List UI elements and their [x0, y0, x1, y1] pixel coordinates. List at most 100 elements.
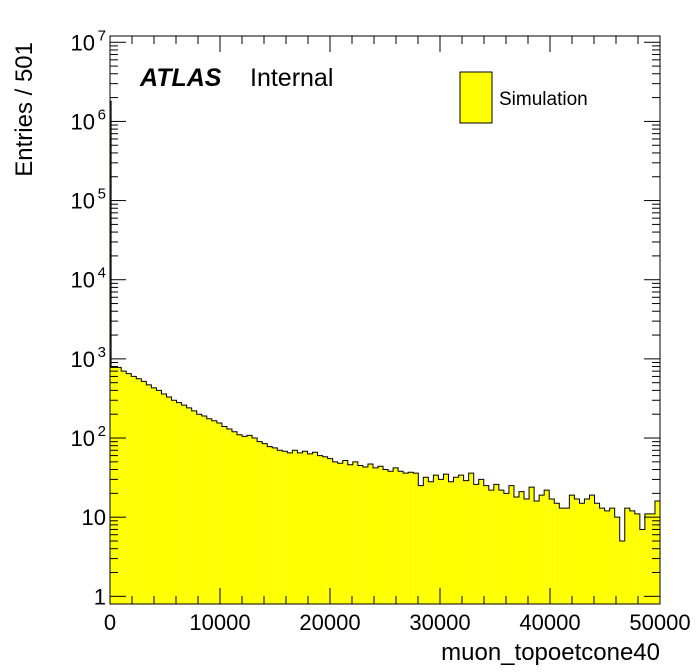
histogram-bin: [111, 367, 117, 604]
histogram-bin: [242, 436, 248, 604]
histogram-bin: [206, 418, 212, 604]
histogram-bin: [463, 480, 469, 604]
histogram-bin: [413, 473, 419, 604]
legend-swatch-simulation: [459, 71, 493, 124]
y-tick-exponent: 4: [98, 265, 106, 282]
histogram-bin: [493, 484, 499, 604]
histogram-bin: [513, 496, 519, 604]
histogram-bin: [367, 463, 373, 604]
histogram-bin: [473, 484, 479, 604]
histogram-bin: [156, 390, 162, 604]
x-tick-label: 10000: [189, 610, 250, 635]
x-axis-ticks: [109, 36, 661, 604]
histogram-bin: [141, 381, 147, 604]
histogram-bin: [584, 498, 590, 604]
histogram-bin: [181, 405, 187, 604]
histogram-bin: [252, 438, 258, 604]
histogram-bin: [116, 367, 122, 604]
histogram-bin: [191, 410, 197, 604]
histogram-bin: [508, 485, 514, 604]
histogram-bin: [357, 465, 363, 604]
histogram-bin: [201, 415, 207, 604]
histogram-outline: [109, 100, 661, 604]
histogram-bin: [186, 407, 192, 604]
histogram-bin: [604, 510, 610, 604]
y-tick-label: 10: [82, 505, 106, 530]
histogram-bin: [629, 510, 635, 604]
histogram-bin: [488, 490, 494, 604]
y-tick-exponent: 6: [98, 106, 106, 123]
histogram-bin: [393, 467, 399, 604]
histogram-bin: [398, 471, 404, 604]
histogram-bin: [609, 508, 615, 604]
histogram-bin: [322, 456, 328, 604]
x-tick-labels: 0 10000 20000 30000 40000 50000: [104, 610, 691, 635]
histogram-bin: [418, 485, 424, 604]
histogram-bin: [267, 446, 273, 604]
internal-label: Internal: [250, 64, 333, 92]
histogram-bin: [231, 431, 237, 604]
histogram-bin: [292, 450, 298, 604]
histogram-bin: [247, 435, 253, 604]
histogram-bin: [448, 481, 454, 604]
x-tick-label: 20000: [299, 610, 360, 635]
histogram-bin: [503, 493, 509, 604]
histogram-bin: [574, 498, 580, 604]
histogram-bin: [644, 513, 650, 604]
histogram-bin: [126, 373, 132, 604]
y-axis-ticks: [110, 41, 660, 597]
y-tick-exponent: 7: [98, 27, 106, 44]
x-tick-label: 40000: [519, 610, 580, 635]
histogram-bin: [337, 463, 343, 604]
histogram-bin: [388, 471, 394, 604]
histogram-bin: [347, 464, 353, 604]
histogram-bin: [146, 384, 152, 604]
histogram-bin: [277, 450, 283, 604]
histogram-bin: [428, 481, 434, 604]
x-axis-title: muon_topoetcone40: [441, 639, 660, 666]
atlas-label: ATLAS: [139, 64, 222, 92]
histogram-bin: [110, 101, 112, 605]
y-tick-exponent: 3: [98, 344, 106, 361]
histogram-bin: [166, 396, 172, 604]
histogram-bin: [362, 467, 368, 604]
histogram-bin: [408, 472, 414, 604]
y-tick-exponent: 5: [98, 186, 106, 203]
histogram-bin: [272, 447, 278, 604]
y-tick-label: 10: [71, 426, 95, 451]
histogram-bin: [498, 490, 504, 604]
histogram-bin: [226, 429, 232, 604]
x-tick-label: 0: [104, 610, 116, 635]
histogram-bin: [378, 466, 384, 604]
histogram-bin: [519, 491, 525, 604]
histogram-bin: [196, 414, 202, 604]
histogram-bin: [352, 461, 358, 604]
histogram-bin: [121, 371, 127, 604]
histogram-bin: [307, 453, 313, 604]
histogram-bin: [624, 508, 630, 604]
histogram-bin: [524, 498, 530, 604]
histogram-bin: [372, 467, 378, 604]
y-axis-title: Entries / 501: [11, 42, 38, 177]
histogram-bin: [559, 508, 565, 604]
y-tick-label: 10: [71, 109, 95, 134]
histogram-bin: [453, 477, 459, 604]
histogram-bin: [131, 376, 137, 604]
histogram-bin: [297, 452, 303, 604]
histogram-bin: [589, 495, 595, 604]
histogram-bin: [236, 434, 243, 604]
x-tick-label: 30000: [409, 610, 470, 635]
histogram-bin: [403, 473, 409, 604]
histogram-bin: [569, 495, 575, 604]
histogram-bin: [438, 479, 444, 604]
histogram-bin: [639, 529, 645, 604]
histogram-bin: [282, 451, 288, 604]
legend-label-simulation: Simulation: [499, 89, 588, 110]
y-tick-label: 10: [71, 347, 95, 372]
histogram-bin: [287, 452, 293, 604]
histogram-bin: [619, 541, 625, 604]
plot-frame: [109, 35, 661, 605]
histogram-bin: [317, 455, 323, 604]
histogram-bin: [529, 487, 535, 604]
